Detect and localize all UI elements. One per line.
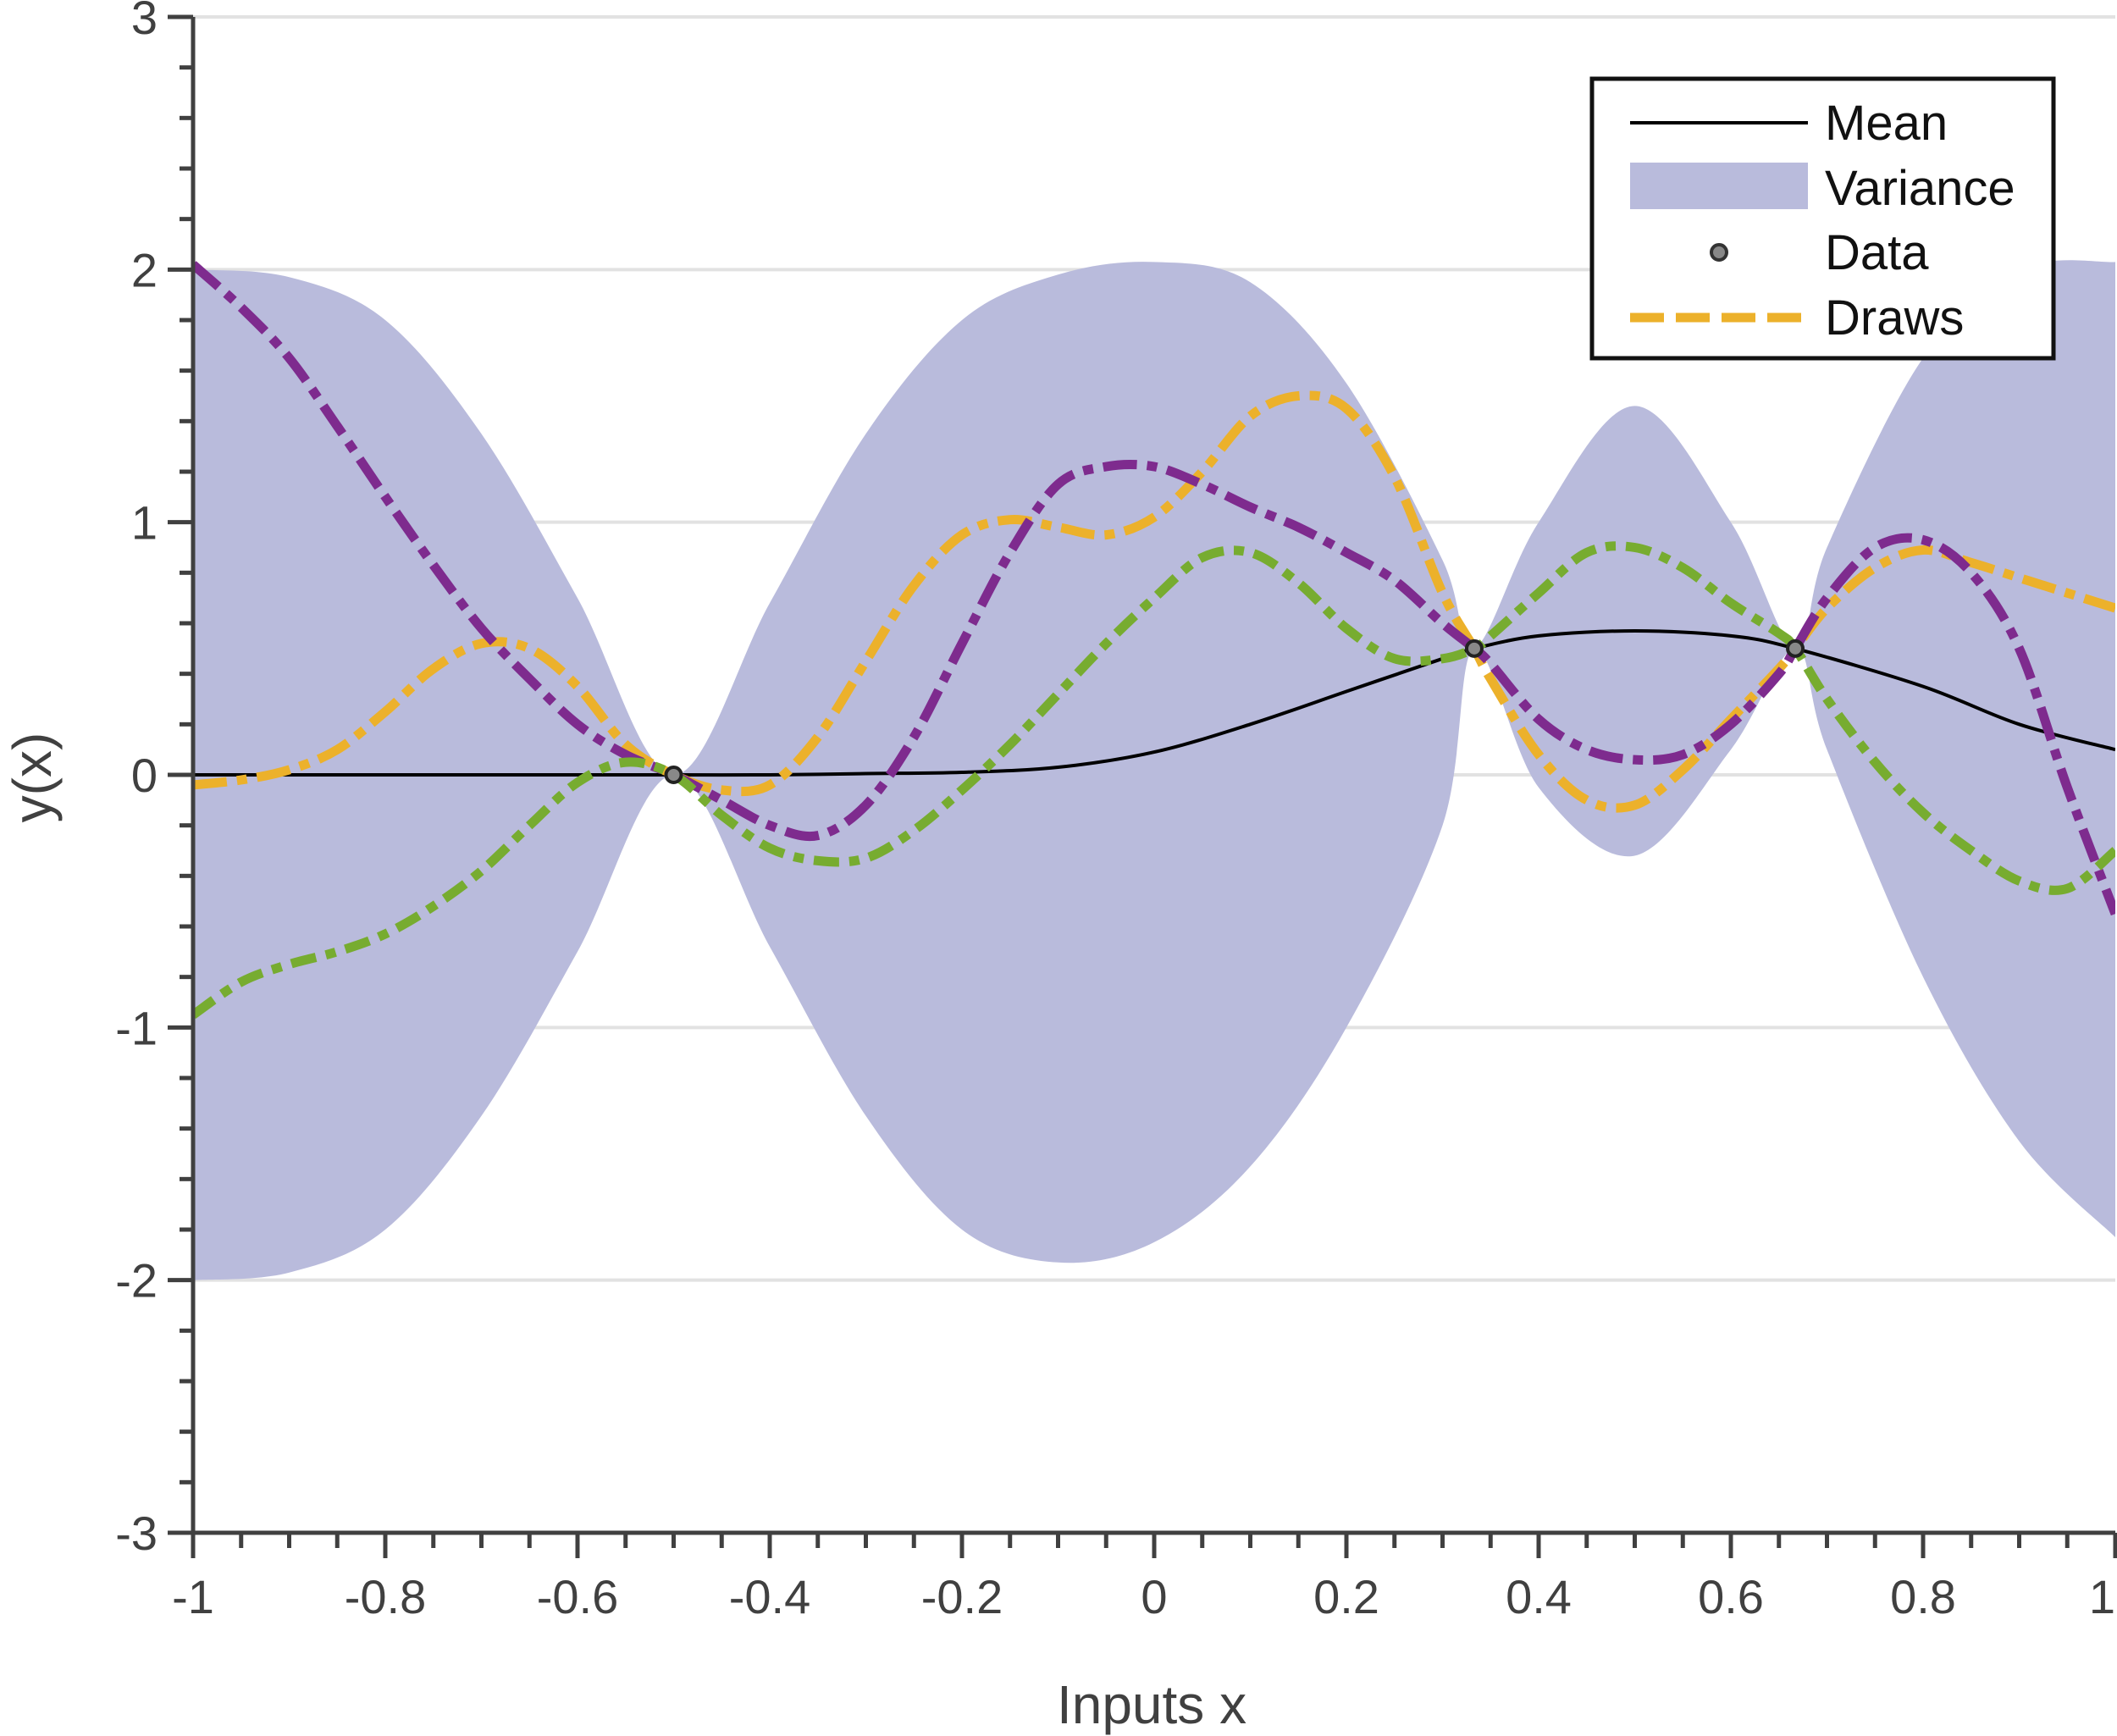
- draw-line-purple: [193, 261, 2115, 916]
- draw-lines: [193, 261, 2115, 1019]
- y-tick-label: 0: [131, 749, 158, 802]
- data-point-marker: [1786, 639, 1805, 658]
- y-axis-label: y(x): [2, 733, 63, 823]
- legend-label-mean: Mean: [1825, 96, 1948, 151]
- x-tick-label: 0.6: [1698, 1570, 1764, 1623]
- y-tick-label: -1: [115, 1001, 158, 1054]
- x-tick-label: 0.2: [1313, 1570, 1379, 1623]
- legend-label-variance: Variance: [1825, 161, 2015, 216]
- x-tick-label: -0.2: [921, 1570, 1003, 1623]
- draw-line-green: [193, 541, 2115, 1019]
- data-point-marker: [664, 766, 683, 784]
- x-tick-label: -0.4: [729, 1570, 811, 1623]
- variance-area: [193, 260, 2115, 1280]
- legend: Mean Variance Data Draws: [1589, 76, 2056, 361]
- x-tick-label: 0.4: [1506, 1570, 1572, 1623]
- x-tick-label: -1: [172, 1570, 214, 1623]
- y-tick-label: -2: [115, 1254, 158, 1308]
- legend-label-draws: Draws: [1825, 290, 1964, 346]
- legend-swatch-data: [1710, 243, 1728, 262]
- y-tick-label: 3: [131, 0, 158, 44]
- tick-labels: -3 -2 -1 0 1 2 3 -1 -0.8 -0.6 -0.4 -0.2 0 0.2 0.4 0.6 0.…: [115, 0, 2115, 1623]
- draw-line-yellow: [193, 390, 2115, 813]
- y-tick-label: 2: [131, 243, 158, 296]
- variance-band: [193, 260, 2115, 1280]
- x-tick-label: 1: [2089, 1570, 2115, 1623]
- x-axis-label: Inputs x: [1057, 1674, 1246, 1735]
- data-point-marker: [1464, 639, 1484, 658]
- y-tick-label: 1: [131, 496, 158, 550]
- x-tick-label: 0.8: [1890, 1570, 1956, 1623]
- x-tick-label: -0.8: [345, 1570, 427, 1623]
- legend-label-data: Data: [1825, 225, 1929, 280]
- x-tick-label: 0: [1141, 1570, 1167, 1623]
- axes: [168, 14, 2117, 1558]
- legend-swatch-variance: [1630, 163, 1808, 209]
- x-tick-label: -0.6: [537, 1570, 619, 1623]
- y-tick-label: -3: [115, 1507, 158, 1560]
- legend-box: [1589, 76, 2056, 361]
- data-points: [664, 639, 1805, 784]
